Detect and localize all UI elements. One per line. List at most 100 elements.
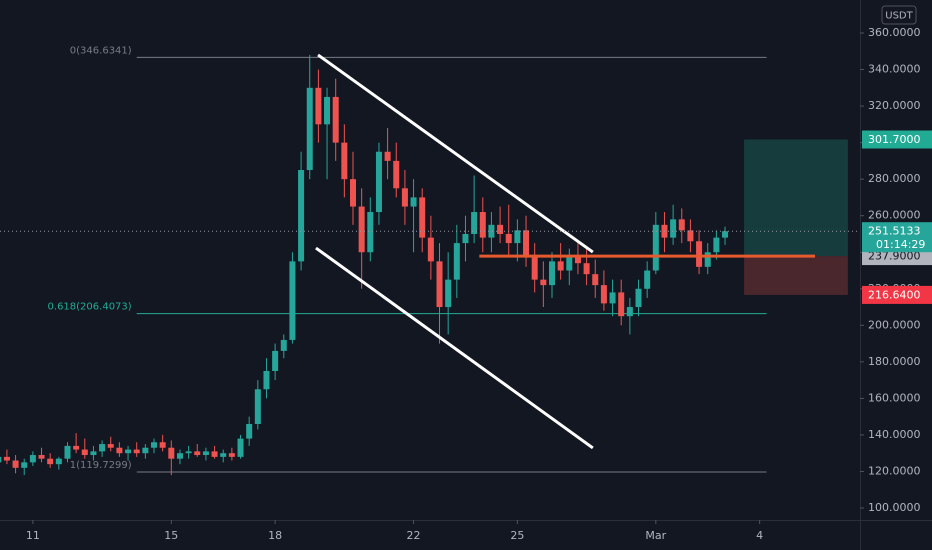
trendline — [317, 53, 594, 254]
price-tag-label: 237.9000 — [868, 250, 921, 263]
candle-body — [505, 233, 512, 244]
candle-body — [324, 96, 331, 125]
target-zone — [744, 139, 848, 257]
stop-zone — [744, 256, 848, 295]
candle-body — [401, 188, 408, 207]
candle-body — [246, 423, 253, 439]
candle-body — [670, 219, 677, 238]
candle-body — [12, 460, 19, 468]
candle-body — [583, 263, 590, 275]
candle-body — [436, 261, 443, 308]
candle-body — [0, 456, 2, 463]
candle-body — [280, 339, 287, 351]
candle-body — [427, 237, 434, 262]
candle-body — [367, 212, 374, 253]
candle-body — [497, 224, 504, 234]
candle-body — [523, 230, 530, 256]
candle-body — [375, 151, 382, 213]
fib-label: 1(119.7299) — [70, 460, 132, 471]
candle-body — [471, 212, 478, 234]
y-tick-label: 200.0000 — [868, 318, 921, 331]
y-tick-label: 360.0000 — [868, 26, 921, 39]
y-tick-label: 140.0000 — [868, 428, 921, 441]
candle-body — [81, 449, 88, 456]
y-tick-label: 160.0000 — [868, 391, 921, 404]
candle-body — [626, 307, 633, 317]
candle-body — [272, 350, 279, 371]
candle-body — [254, 389, 261, 424]
candle-body — [349, 179, 356, 207]
candle-body — [176, 453, 183, 459]
y-tick-label: 320.0000 — [868, 99, 921, 112]
candle-body — [687, 230, 694, 242]
candle-body — [315, 87, 322, 125]
candle-body — [644, 270, 651, 289]
candle-body — [151, 442, 158, 448]
x-tick-label: 25 — [510, 529, 524, 542]
price-tag — [862, 130, 932, 149]
currency-box[interactable] — [881, 5, 917, 25]
candle-body — [228, 453, 235, 457]
candle-body — [125, 449, 132, 454]
candle-body — [116, 447, 123, 454]
candle-body — [55, 458, 62, 465]
candle-body — [332, 96, 339, 143]
currency: USDT — [885, 11, 913, 22]
y-tick-label: 280.0000 — [868, 172, 921, 185]
candle-body — [574, 255, 581, 264]
y-tick-label: 340.0000 — [868, 63, 921, 76]
candle-body — [618, 292, 625, 317]
candle-body — [548, 261, 555, 286]
candle-body — [609, 292, 616, 304]
candle-body — [704, 252, 711, 267]
y-tick-label: 180.0000 — [868, 355, 921, 368]
candle-body — [220, 453, 227, 457]
candle-body — [237, 438, 244, 457]
x-tick-label: 11 — [26, 529, 40, 542]
candle-body — [557, 261, 564, 271]
candle-body — [696, 241, 703, 267]
fib-label: 0(346.6341) — [70, 45, 132, 56]
y-tick-label: 260.0000 — [868, 209, 921, 222]
candle-body — [99, 444, 106, 452]
candle-body — [133, 449, 140, 454]
y-tick-label: 100.0000 — [868, 501, 921, 514]
candle-body — [202, 451, 209, 456]
candle-body — [38, 455, 45, 459]
x-tick-label: Mar — [645, 529, 666, 542]
candle-body — [298, 170, 305, 262]
candle-body — [73, 445, 80, 450]
plot-area: 0(346.6341) 0.618(206.4073) 1(119.7299) — [0, 45, 860, 476]
candle-body — [419, 197, 426, 238]
candle-body — [21, 462, 28, 468]
candle-body — [289, 261, 296, 340]
candle-body — [185, 451, 192, 454]
candle-body — [29, 455, 36, 463]
candle-body — [410, 197, 417, 207]
y-tick-label: 120.0000 — [868, 464, 921, 477]
candle-body — [592, 274, 599, 286]
candle-body — [142, 447, 149, 454]
candle-body — [263, 370, 270, 390]
x-tick-label: 4 — [756, 529, 763, 542]
candle-body — [713, 237, 720, 253]
candle-body — [306, 87, 313, 171]
candle-body — [107, 444, 114, 448]
fib-label: 0.618(206.4073) — [48, 302, 132, 313]
candle-body — [652, 224, 659, 271]
candle-body — [159, 442, 166, 448]
last-price-label: 251.5133 — [868, 225, 921, 238]
candle-body — [3, 456, 10, 461]
candle-body — [47, 458, 54, 465]
candle-body — [531, 255, 538, 280]
candle-body — [462, 233, 469, 244]
trendline — [315, 246, 594, 450]
last-price-tag — [862, 222, 932, 253]
price-tag-label: 216.6400 — [868, 288, 921, 301]
candle-body — [445, 279, 452, 308]
x-tick-label: 18 — [268, 529, 282, 542]
candle-body — [194, 451, 201, 456]
candle-body — [514, 230, 521, 244]
